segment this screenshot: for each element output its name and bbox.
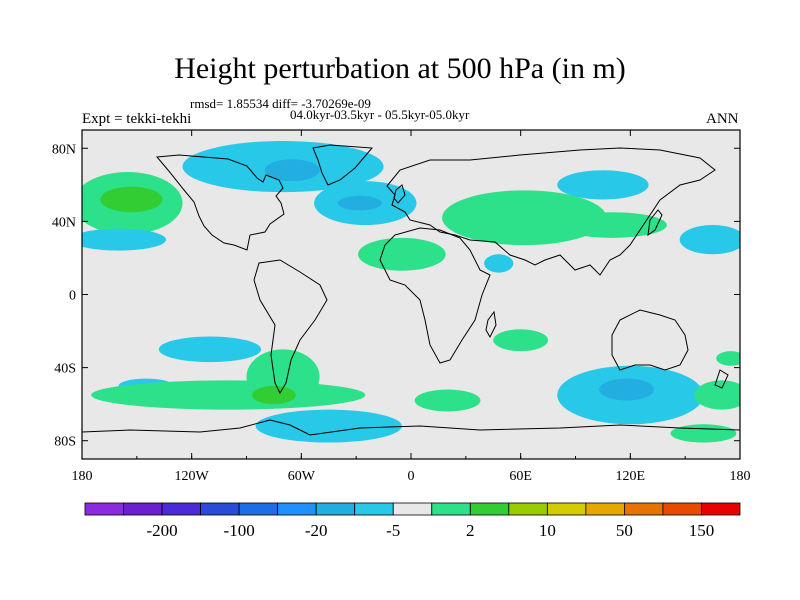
coastline-madagascar (485, 310, 497, 339)
colorbar-box (662, 502, 702, 516)
y-axis: 80N 40N 0 40S 80S (52, 142, 740, 450)
coastline-north-america (155, 154, 285, 251)
rmsd-diff-stats: rmsd= 1.85534 diff= -3.70269e-09 (190, 96, 371, 111)
colorbar-box (701, 502, 741, 516)
chart-title: Height perturbation at 500 hPa (in m) (174, 52, 626, 85)
coastline-australia (611, 309, 689, 371)
x-tick-label: 180 (72, 469, 93, 484)
coastline-eurasia (386, 147, 716, 276)
anomaly-south-indian-2-positive (493, 329, 549, 352)
coastline-antarctica (82, 419, 740, 436)
anomaly-south-atlantic-negative (255, 409, 402, 443)
y-tick-label: 0 (69, 289, 76, 304)
experiment-label: Expt = tekki-tekhi (82, 111, 192, 127)
coastline-greenland (312, 144, 374, 186)
anomaly-south-pacific-positive (91, 380, 366, 410)
coastline-japan (647, 209, 663, 237)
x-tick-label: 120E (616, 469, 646, 484)
colorbar-box (469, 502, 510, 516)
colorbar-box (508, 502, 548, 516)
anomaly-south-pacific-east-positive (716, 351, 740, 366)
colorbar-box (392, 502, 433, 516)
colorbar-label: 2 (466, 521, 475, 540)
coastline-south-america (253, 259, 328, 395)
coastline-british-isles (393, 184, 406, 204)
colorbar-label: 150 (689, 521, 715, 540)
anomaly-north-pacific-core (100, 186, 163, 213)
x-tick-label: 60E (509, 469, 532, 484)
anomaly-north-pacific-east-negative (679, 225, 740, 255)
colorbar-box (315, 502, 356, 516)
colorbar-box (161, 502, 201, 516)
y-tick-label: 80S (54, 435, 76, 450)
y-tick-label: 80N (52, 142, 76, 157)
anomaly-south-indian-positive (414, 389, 481, 412)
x-tick-label: 60W (288, 469, 316, 484)
anomaly-subtropical-atlantic-positive (357, 237, 446, 271)
anomaly-north-atlantic-core (337, 195, 382, 211)
anomaly-north-pacific-negative (82, 228, 167, 251)
colorbar-box (546, 502, 587, 516)
coastline-africa (379, 227, 491, 364)
anomaly-siberia-negative (557, 170, 649, 200)
y-tick-label: 40N (52, 215, 76, 230)
x-tick-label: 0 (408, 469, 415, 484)
anomaly-southern-ocean-core (599, 378, 655, 401)
colorbar: -200 -100 -20 -5 2 10 50 150 (84, 502, 741, 540)
season-label: ANN (706, 111, 739, 127)
anomaly-tasman-positive (694, 380, 740, 410)
colorbar-label: -200 (146, 521, 177, 540)
coastlines (82, 144, 740, 436)
colorbar-box (200, 502, 240, 516)
anomaly-south-pacific-negative (158, 336, 262, 363)
period-subtitle: 04.0kyr-03.5kyr - 05.5kyr-05.0kyr (290, 107, 470, 122)
colorbar-box (277, 502, 317, 516)
coastline-new-zealand (714, 369, 729, 389)
anomaly-hudson-core (264, 159, 320, 182)
colorbar-label: 50 (616, 521, 633, 540)
colorbar-box (84, 502, 124, 516)
x-axis: 180 120W 60W 0 60E 120E 180 (72, 130, 751, 484)
y-tick-label: 40S (54, 362, 76, 377)
colorbar-box (624, 502, 664, 516)
anomaly-patagonia-core (251, 385, 296, 405)
anomaly-middle-east-negative (484, 254, 514, 273)
colorbar-box (354, 502, 394, 516)
colorbar-label: -100 (224, 521, 255, 540)
colorbar-box (238, 502, 279, 516)
colorbar-label: 10 (539, 521, 556, 540)
colorbar-box (123, 502, 163, 516)
colorbar-label: -20 (305, 521, 328, 540)
x-tick-label: 120W (175, 469, 210, 484)
colorbar-label: -5 (386, 521, 400, 540)
anomaly-layer (82, 140, 740, 443)
anomaly-east-asia-positive (557, 212, 667, 238)
colorbar-box (585, 502, 625, 516)
x-tick-label: 180 (730, 469, 751, 484)
anomaly-southern-ocean-positive (670, 424, 737, 443)
colorbar-box (431, 502, 471, 516)
